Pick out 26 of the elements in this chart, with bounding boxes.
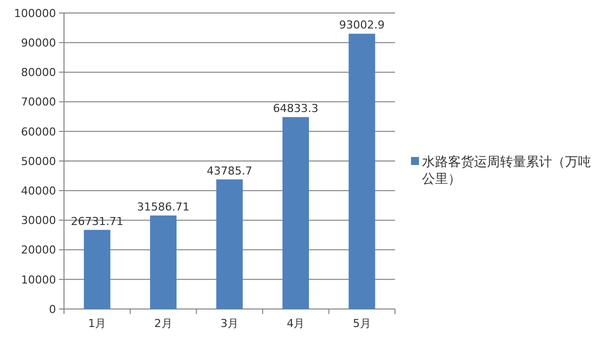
- data-label: 31586.71: [137, 200, 190, 214]
- y-tick-label: 90000: [21, 36, 56, 50]
- bar: [348, 34, 376, 309]
- legend-label: 水路客货运周转量累计（万吨公里）: [422, 154, 591, 187]
- x-tick-label: 2月: [154, 317, 172, 330]
- bar: [150, 216, 177, 309]
- x-tick-label: 4月: [286, 317, 305, 330]
- bar: [84, 230, 110, 309]
- bar: [282, 117, 309, 309]
- data-label: 93002.9: [339, 18, 385, 32]
- x-tick-label: 1月: [88, 317, 106, 330]
- y-tick-label: 20000: [21, 244, 56, 257]
- y-tick-label: 80000: [21, 66, 56, 80]
- x-tick-label: 5月: [352, 317, 371, 330]
- bar: [216, 179, 243, 309]
- data-label: 43785.7: [206, 164, 252, 178]
- x-tick-label: 3月: [220, 317, 238, 330]
- data-label: 64833.3: [272, 102, 318, 116]
- y-tick-label: 40000: [21, 184, 56, 198]
- y-tick-label: 50000: [21, 154, 56, 168]
- y-tick-label: 60000: [21, 125, 56, 138]
- y-tick-label: 10000: [21, 273, 56, 286]
- y-tick-label: 30000: [21, 214, 56, 228]
- y-tick-label: 0: [49, 302, 56, 316]
- y-tick-label: 70000: [21, 96, 56, 109]
- y-tick-label: 100000: [14, 6, 56, 20]
